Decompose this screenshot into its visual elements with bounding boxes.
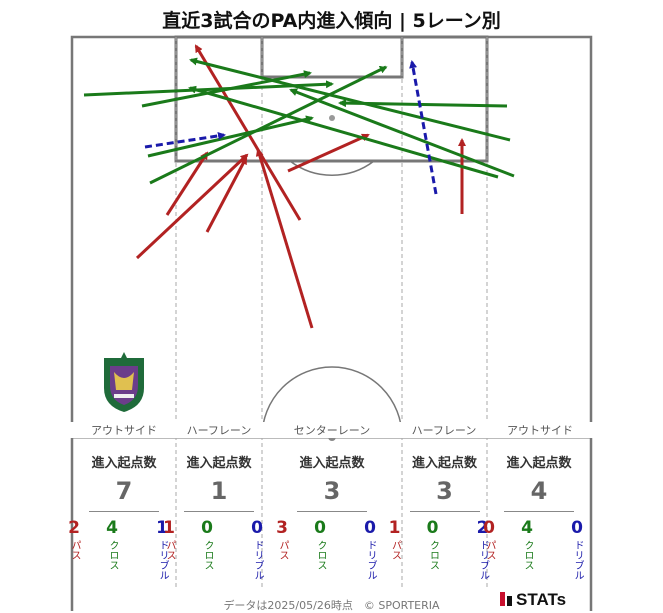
cross-arrow <box>289 88 515 178</box>
stat-divider <box>504 511 574 512</box>
dribble-label: ドリブル <box>157 540 168 580</box>
stat-breakdown: 3 パス 0 クロス 0 ドリブル <box>262 518 402 580</box>
cross-count: 4 <box>106 518 118 538</box>
lane-label-halflane-right: ハーフレーン <box>384 422 504 438</box>
cross-arrow <box>141 70 312 108</box>
cross-count: 0 <box>201 518 213 538</box>
cross-label: クロス <box>427 540 439 570</box>
stat-total: 3 <box>436 477 453 505</box>
pass-count: 1 <box>388 518 401 538</box>
logo-mark-icon <box>507 596 512 606</box>
stat-total: 1 <box>210 477 228 505</box>
page-title: 直近3試合のPA内進入傾向 | 5レーン別 <box>162 10 501 32</box>
cross-arrow <box>189 57 511 142</box>
pass-label: パス <box>389 540 401 560</box>
center-circle <box>261 366 403 438</box>
pass-label: パス <box>69 540 80 560</box>
dribble-count: 1 <box>156 518 168 538</box>
lane-stats-outside-right: 進入起点数 4 0 パス 4 クロス 0 ドリブル <box>483 452 589 580</box>
lane-stats-outside-left: 進入起点数 7 2 パス 4 クロス 1 ドリブル <box>68 452 174 580</box>
cross-arrow <box>338 99 508 108</box>
pass-label: パス <box>484 540 495 560</box>
footer-note: データは2025/05/26時点 © SPORTERIA <box>223 599 440 612</box>
arrows-layer <box>83 44 515 329</box>
lane-label-outside-left: アウトサイド <box>64 422 184 438</box>
cross-arrow <box>149 65 388 185</box>
dribble-label: ドリブル <box>365 540 376 580</box>
stat-breakdown: 0 パス 4 クロス 0 ドリブル <box>483 518 589 580</box>
lane-label-center: センターレーン <box>272 422 392 438</box>
stat-heading: 進入起点数 <box>411 456 477 471</box>
pass-arrow <box>165 151 209 216</box>
pass-arrow <box>135 153 249 260</box>
penalty-area <box>174 35 489 163</box>
cross-label: クロス <box>107 540 118 570</box>
pass-count: 0 <box>483 518 495 538</box>
cross-label: クロス <box>202 540 213 570</box>
dribble-arrow <box>409 60 438 195</box>
stat-heading: 進入起点数 <box>299 456 365 471</box>
pass-arrow <box>205 156 248 233</box>
pass-count: 3 <box>276 518 288 538</box>
stat-heading: 進入起点数 <box>506 456 572 471</box>
lane-stats-halflane-left: 進入起点数 1 1 パス 0 クロス 0 ドリブル <box>163 452 263 580</box>
stat-heading: 進入起点数 <box>186 456 252 471</box>
dribble-count: 0 <box>364 518 376 538</box>
stat-divider <box>409 511 480 512</box>
stat-breakdown: 2 パス 4 クロス 1 ドリブル <box>68 518 174 580</box>
club-crest-icon <box>104 352 144 412</box>
cross-label: クロス <box>522 540 533 570</box>
pass-count: 1 <box>163 518 175 538</box>
stats-logo: STATs <box>500 590 566 610</box>
pass-count: 2 <box>68 518 80 538</box>
goal-area <box>260 35 404 79</box>
pass-arrow <box>287 133 370 173</box>
cross-arrow <box>188 85 499 179</box>
stat-breakdown: 1 パス 0 クロス 0 ドリブル <box>163 518 263 580</box>
dribble-count: 0 <box>251 518 263 538</box>
stat-heading: 進入起点数 <box>91 456 157 471</box>
stat-total: 4 <box>530 477 548 505</box>
penalty-spot <box>329 115 335 121</box>
stat-breakdown: 1 パス 0 クロス 2 ドリブル <box>389 518 489 580</box>
dribble-arrow <box>144 131 226 149</box>
dribble-label: ドリブル <box>572 540 583 580</box>
stat-divider <box>297 511 367 512</box>
cross-count: 0 <box>426 518 439 538</box>
pass-label: パス <box>277 540 288 560</box>
brand-label: STATs <box>516 590 567 609</box>
pass-label: パス <box>164 540 175 560</box>
stat-divider <box>184 511 254 512</box>
dribble-label: ドリブル <box>477 540 489 580</box>
lane-label-outside-right: アウトサイド <box>480 422 600 438</box>
cross-count: 4 <box>521 518 533 538</box>
lane-label-halflane-left: ハーフレーン <box>159 422 279 438</box>
lane-stats-center: 進入起点数 3 3 パス 0 クロス 0 ドリブル <box>262 452 402 580</box>
lane-stats-halflane-right: 進入起点数 3 1 パス 0 クロス 2 ドリブル <box>389 452 489 580</box>
stat-divider <box>89 511 159 512</box>
dribble-count: 2 <box>476 518 489 538</box>
dribble-count: 0 <box>571 518 583 538</box>
logo-mark-icon <box>500 592 505 606</box>
cross-count: 0 <box>314 518 326 538</box>
dribble-label: ドリブル <box>252 540 263 580</box>
stat-total: 7 <box>115 477 133 505</box>
cross-label: クロス <box>315 540 326 570</box>
stat-total: 3 <box>323 477 341 505</box>
pass-arrow <box>255 148 314 329</box>
cross-arrow <box>147 115 314 158</box>
